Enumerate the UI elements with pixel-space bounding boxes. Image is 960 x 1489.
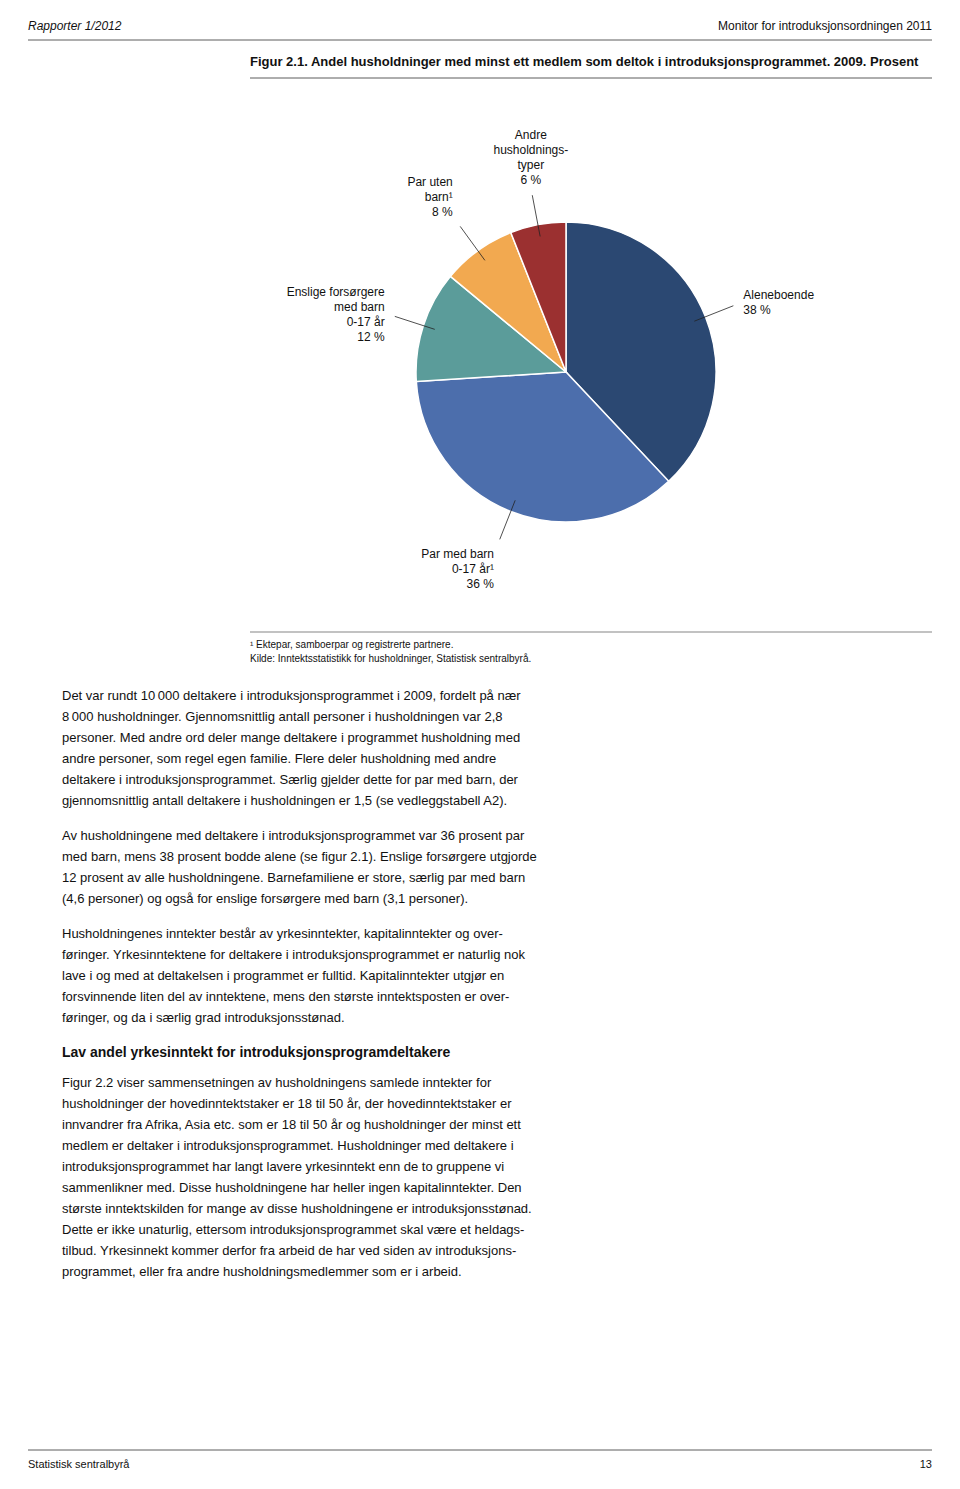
leader-line bbox=[694, 306, 733, 321]
body-paragraph: Det var rundt 10 000 deltakere i introdu… bbox=[62, 688, 521, 808]
footer-right: 13 bbox=[920, 1458, 932, 1470]
header-left: Rapporter 1/2012 bbox=[28, 19, 122, 33]
title-rule bbox=[250, 78, 932, 79]
slice-label: Enslige forsørgeremed barn0-17 år bbox=[287, 285, 385, 329]
header-rule bbox=[28, 40, 932, 41]
pie-slice bbox=[511, 222, 566, 372]
body-paragraph: Av husholdningene med deltakere i introd… bbox=[62, 828, 537, 906]
leader-line bbox=[395, 316, 435, 329]
footer-left: Statistisk sentralbyrå bbox=[28, 1458, 130, 1470]
slice-label: Par med barn0-17 år¹ bbox=[421, 547, 494, 576]
section-heading: Lav andel yrkesinntekt for introduksjons… bbox=[62, 1044, 450, 1060]
chart-title: Figur 2.1. Andel husholdninger med minst… bbox=[250, 54, 919, 69]
leader-line bbox=[500, 500, 515, 539]
footnote-rule bbox=[250, 632, 932, 633]
data-label: 38 % bbox=[743, 303, 771, 317]
footnote: ¹ Ektepar, samboerpar og registrerte par… bbox=[250, 639, 453, 650]
pie bbox=[416, 222, 716, 522]
body-paragraph: Husholdningenes inntekter består av yrke… bbox=[62, 926, 525, 1025]
header-right: Monitor for introduksjonsordningen 2011 bbox=[718, 19, 932, 33]
footnote: Kilde: Inntektsstatistikk for husholdnin… bbox=[250, 653, 531, 664]
page: Rapporter 1/2012 Monitor for introduksjon… bbox=[0, 0, 960, 1489]
leader-line bbox=[532, 195, 540, 236]
slice-label: Par utenbarn¹ bbox=[407, 175, 452, 204]
leader-line bbox=[460, 226, 485, 260]
data-label: 36 % bbox=[467, 577, 495, 591]
footer-rule bbox=[28, 1450, 932, 1451]
body-paragraph: Figur 2.2 viser sammensetningen av husho… bbox=[62, 1075, 532, 1279]
data-label: 12 % bbox=[357, 330, 385, 344]
pie-slice bbox=[416, 372, 668, 522]
data-label: 6 % bbox=[521, 173, 542, 187]
slice-label: Aleneboende bbox=[743, 288, 814, 302]
pie-labels: Aleneboende38 % Par med barn0-17 år¹36 % E… bbox=[287, 128, 815, 592]
slice-label: Andrehusholdnings-typer bbox=[494, 128, 569, 172]
data-label: 8 % bbox=[432, 205, 453, 219]
